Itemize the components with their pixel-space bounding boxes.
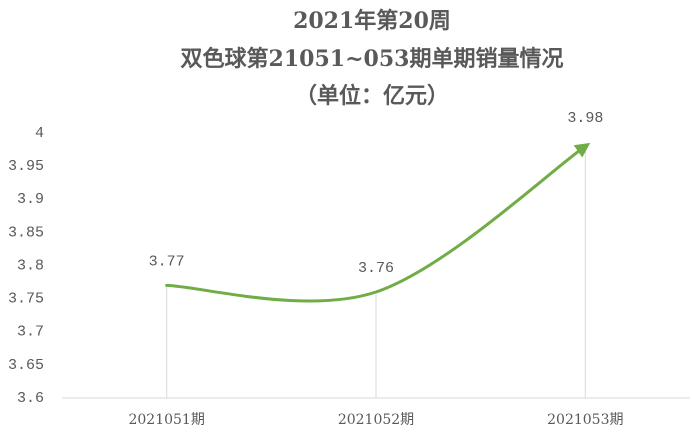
y-tick-label: 3.8 (17, 257, 44, 274)
data-label: 3.76 (358, 260, 394, 277)
y-tick-label: 3.7 (17, 324, 44, 341)
y-tick-label: 3.75 (8, 291, 44, 308)
y-tick-label: 3.85 (8, 224, 44, 241)
unit-note: （单位：亿元） (295, 83, 449, 109)
y-tick-label: 3.6 (17, 390, 44, 407)
data-label: 3.98 (567, 110, 603, 127)
chart-title: 2021年第20周 (293, 8, 451, 34)
line-series (165, 142, 591, 303)
y-tick-label: 3.95 (8, 158, 44, 175)
chart-subtitle: 双色球第21051~053期单期销量情况 (181, 46, 564, 72)
data-label: 3.77 (149, 253, 185, 270)
x-tick-label: 2021053期 (547, 412, 623, 428)
y-tick-label: 3.65 (8, 357, 44, 374)
x-tick-label: 2021052期 (338, 412, 414, 428)
y-tick-label: 4 (35, 125, 44, 142)
y-tick-label: 3.9 (17, 191, 44, 208)
x-tick-label: 2021051期 (128, 412, 204, 428)
